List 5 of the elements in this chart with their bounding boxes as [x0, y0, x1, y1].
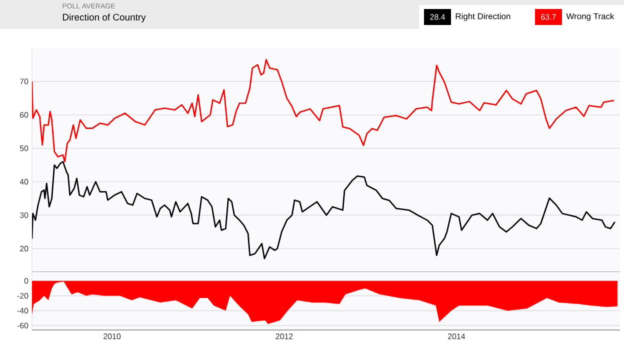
legend-label: Right Direction — [456, 13, 510, 21]
legend-label: Wrong Track — [566, 13, 614, 21]
line-series — [32, 160, 616, 260]
line-series — [32, 59, 615, 162]
chart-title: Direction of Country — [62, 14, 146, 22]
